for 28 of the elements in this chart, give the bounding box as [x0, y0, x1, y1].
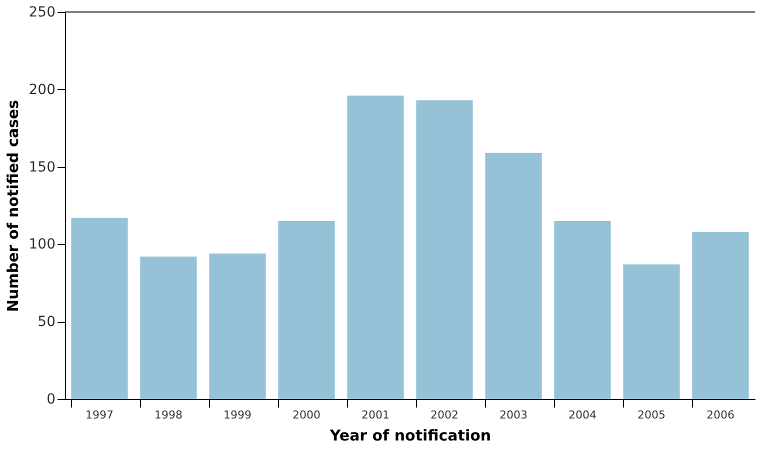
x-tick-label: 1999: [224, 408, 252, 422]
bar: [71, 218, 128, 399]
x-tick-label: 2004: [568, 408, 596, 422]
x-tick-label: 2000: [292, 408, 320, 422]
x-tick-label: 1998: [154, 408, 182, 422]
bar: [278, 220, 335, 399]
x-tick-label: 1997: [86, 408, 114, 422]
bar: [140, 256, 197, 399]
x-tick-label: 2005: [638, 408, 666, 422]
x-tick-label: 2002: [430, 408, 458, 422]
bar: [692, 232, 749, 399]
y-tick-label: 100: [28, 236, 56, 253]
bar: [416, 100, 473, 399]
y-tick-label: 250: [28, 4, 56, 20]
bar: [347, 96, 404, 399]
bar: [485, 152, 542, 399]
x-tick-label: 2001: [362, 408, 390, 422]
bar: [209, 253, 266, 399]
x-tick-label: 2003: [500, 408, 528, 422]
y-tick-label: 50: [38, 314, 56, 330]
y-tick-label: 0: [46, 392, 56, 408]
bar: [554, 220, 611, 399]
x-tick-label: 2006: [706, 408, 734, 422]
bar: [623, 264, 680, 399]
y-tick-label: 150: [28, 159, 56, 176]
y-axis-title: Number of notified cases: [4, 100, 22, 312]
y-tick-label: 200: [28, 82, 56, 98]
x-axis-title: Year of notification: [328, 426, 492, 444]
